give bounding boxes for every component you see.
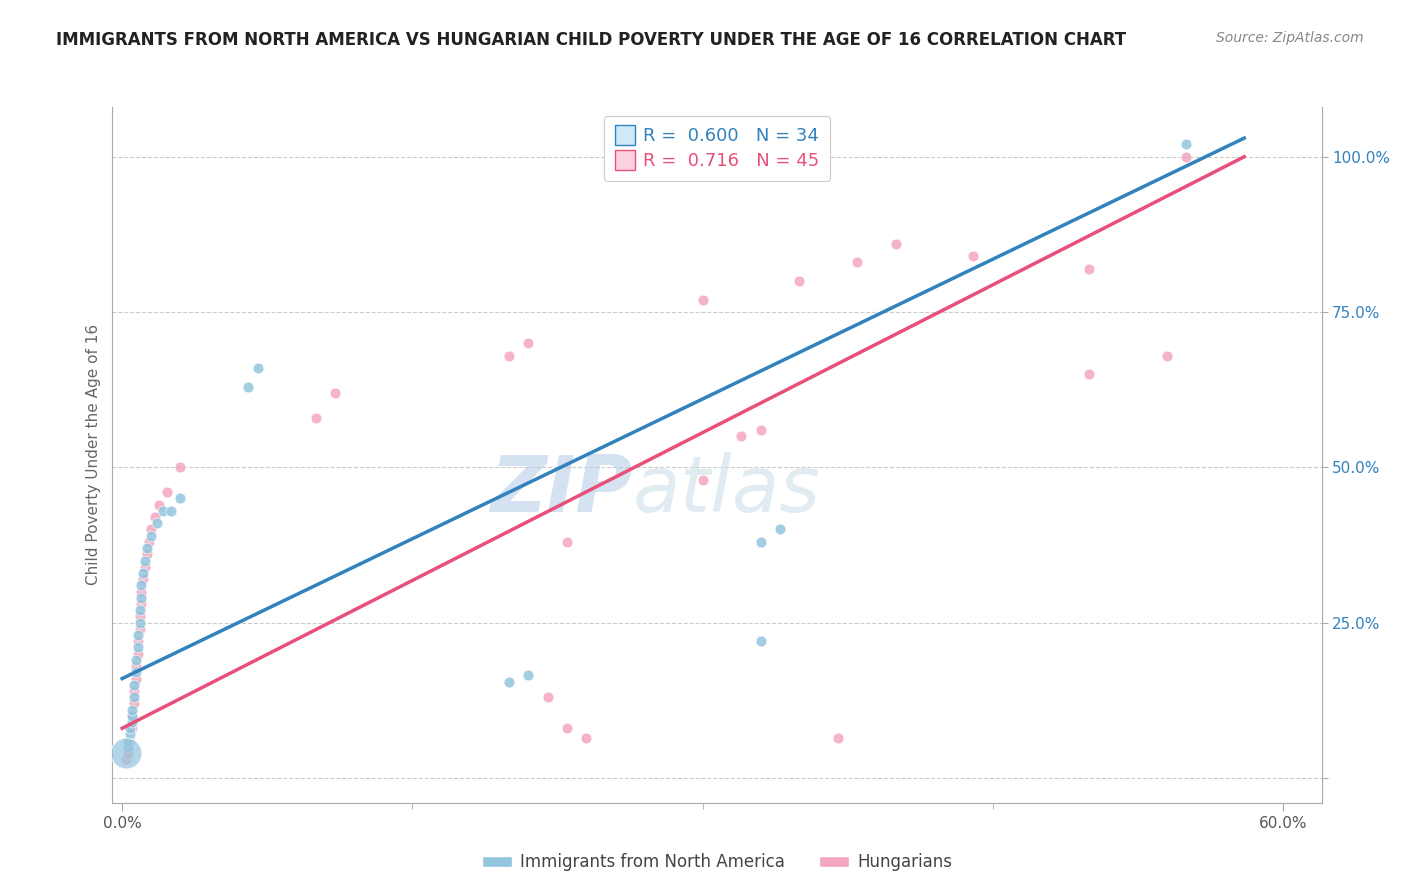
Point — [121, 714, 143, 729]
Point — [769, 523, 792, 537]
Point — [127, 647, 149, 661]
Point — [1156, 349, 1178, 363]
Point — [136, 541, 159, 555]
Point — [117, 733, 139, 747]
Point — [1078, 261, 1101, 276]
Point — [125, 653, 148, 667]
Point — [555, 534, 578, 549]
Legend: Immigrants from North America, Hungarians: Immigrants from North America, Hungarian… — [475, 847, 959, 878]
Point — [115, 752, 138, 766]
Point — [128, 615, 150, 630]
Point — [132, 572, 155, 586]
Text: atlas: atlas — [633, 451, 820, 528]
Point — [131, 591, 153, 605]
Point — [169, 491, 191, 506]
Point — [132, 566, 155, 580]
Point — [128, 603, 150, 617]
Point — [136, 547, 159, 561]
Point — [131, 584, 153, 599]
Point — [131, 597, 153, 611]
Point — [156, 485, 179, 500]
Point — [827, 731, 849, 745]
Point — [884, 236, 907, 251]
Point — [118, 721, 141, 735]
Point — [134, 559, 156, 574]
Point — [121, 708, 143, 723]
Point — [498, 349, 520, 363]
Point — [1078, 367, 1101, 381]
Point — [575, 731, 598, 745]
Point — [115, 746, 138, 760]
Point — [117, 746, 139, 760]
Point — [152, 504, 174, 518]
Point — [122, 690, 145, 705]
Point — [787, 274, 810, 288]
Point — [749, 423, 772, 437]
Point — [125, 665, 148, 680]
Point — [159, 504, 181, 518]
Point — [846, 255, 869, 269]
Point — [117, 739, 139, 754]
Point — [169, 460, 191, 475]
Point — [304, 410, 326, 425]
Point — [134, 553, 156, 567]
Point — [146, 516, 169, 531]
Point — [749, 634, 772, 648]
Y-axis label: Child Poverty Under the Age of 16: Child Poverty Under the Age of 16 — [86, 325, 101, 585]
Text: ZIP: ZIP — [491, 451, 633, 528]
Point — [537, 690, 560, 705]
Point — [127, 634, 149, 648]
Point — [246, 361, 269, 376]
Point — [127, 640, 149, 655]
Point — [118, 733, 141, 747]
Point — [730, 429, 752, 443]
Point — [122, 684, 145, 698]
Point — [138, 534, 160, 549]
Point — [236, 379, 259, 393]
Point — [517, 336, 540, 351]
Point — [118, 727, 141, 741]
Point — [962, 249, 984, 263]
Point — [122, 697, 145, 711]
Point — [128, 622, 150, 636]
Point — [121, 703, 143, 717]
Point — [143, 510, 166, 524]
Point — [131, 578, 153, 592]
Point — [148, 498, 170, 512]
Point — [121, 708, 143, 723]
Point — [1175, 150, 1198, 164]
Point — [121, 721, 143, 735]
Point — [141, 523, 163, 537]
Point — [498, 674, 520, 689]
Point — [323, 385, 346, 400]
Point — [1175, 137, 1198, 152]
Point — [125, 672, 148, 686]
Point — [517, 668, 540, 682]
Point — [125, 659, 148, 673]
Point — [692, 293, 714, 307]
Point — [127, 628, 149, 642]
Point — [141, 529, 163, 543]
Point — [692, 473, 714, 487]
Point — [555, 721, 578, 735]
Point — [749, 534, 772, 549]
Text: IMMIGRANTS FROM NORTH AMERICA VS HUNGARIAN CHILD POVERTY UNDER THE AGE OF 16 COR: IMMIGRANTS FROM NORTH AMERICA VS HUNGARI… — [56, 31, 1126, 49]
Point — [128, 609, 150, 624]
Text: Source: ZipAtlas.com: Source: ZipAtlas.com — [1216, 31, 1364, 45]
Point — [122, 678, 145, 692]
